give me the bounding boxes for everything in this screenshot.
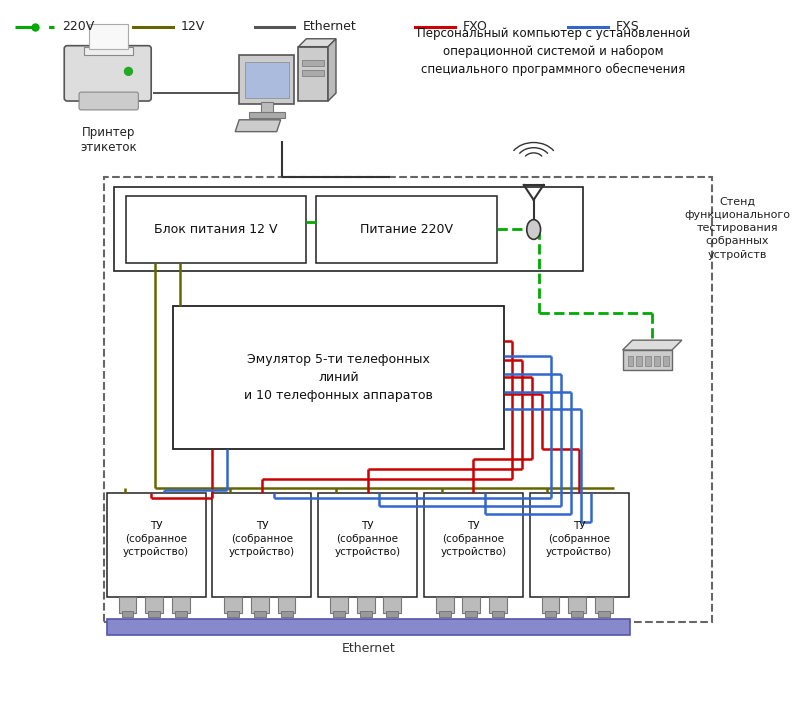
Polygon shape (298, 39, 336, 47)
Text: 12V: 12V (181, 21, 205, 33)
Polygon shape (235, 120, 281, 132)
Bar (104, 177, 711, 622)
Bar (360, 611, 371, 617)
Bar (357, 597, 374, 613)
Bar (251, 597, 269, 613)
Text: ТУ
(собранное
устройство): ТУ (собранное устройство) (123, 521, 190, 557)
Circle shape (125, 67, 133, 75)
Bar (245, 62, 289, 98)
Ellipse shape (526, 219, 541, 239)
Bar (383, 597, 402, 613)
Text: ТУ
(собранное
устройство): ТУ (собранное устройство) (334, 521, 401, 557)
Bar (146, 597, 163, 613)
Bar (114, 187, 583, 271)
Bar (213, 493, 311, 597)
Bar (654, 356, 660, 366)
Text: ТУ
(собранное
устройство): ТУ (собранное устройство) (440, 521, 506, 557)
Bar (227, 611, 239, 617)
Text: FXO: FXO (462, 21, 487, 33)
Bar (530, 493, 629, 597)
Bar (122, 611, 134, 617)
Bar (333, 611, 345, 617)
Bar (424, 493, 522, 597)
Bar (316, 196, 497, 263)
Bar (318, 493, 417, 597)
Bar (302, 70, 324, 76)
Polygon shape (328, 39, 336, 101)
Bar (106, 619, 630, 634)
Bar (249, 112, 285, 118)
Bar (148, 611, 160, 617)
Bar (436, 597, 454, 613)
Bar (302, 60, 324, 67)
Bar (106, 493, 206, 597)
Bar (571, 611, 583, 617)
Text: ТУ
(собранное
устройство): ТУ (собранное устройство) (546, 521, 612, 557)
Polygon shape (298, 47, 328, 101)
Bar (438, 611, 450, 617)
Polygon shape (622, 340, 682, 350)
Text: ТУ
(собранное
устройство): ТУ (собранное устройство) (229, 521, 295, 557)
Text: Принтер
этикеток: Принтер этикеток (80, 126, 137, 154)
Bar (126, 196, 306, 263)
Bar (89, 24, 129, 49)
Bar (663, 356, 669, 366)
Bar (492, 611, 504, 617)
Bar (595, 597, 613, 613)
FancyBboxPatch shape (79, 92, 138, 110)
Bar (489, 597, 507, 613)
Text: Питание 220V: Питание 220V (360, 223, 453, 236)
Text: Персональный компьютер с установленной
операционной системой и набором
специальн: Персональный компьютер с установленной о… (417, 27, 690, 76)
Text: 220V: 220V (62, 21, 94, 33)
Bar (118, 597, 136, 613)
FancyBboxPatch shape (64, 46, 151, 101)
Text: Эмулятор 5-ти телефонных
линий
и 10 телефонных аппаратов: Эмулятор 5-ти телефонных линий и 10 теле… (244, 353, 433, 401)
Bar (261, 102, 273, 114)
Bar (84, 47, 134, 55)
Text: Ethernet: Ethernet (302, 21, 356, 33)
Bar (330, 597, 348, 613)
Bar (281, 611, 293, 617)
Polygon shape (622, 350, 672, 370)
Bar (462, 597, 480, 613)
Bar (637, 356, 642, 366)
Bar (386, 611, 398, 617)
Text: Блок питания 12 V: Блок питания 12 V (154, 223, 278, 236)
Bar (173, 306, 504, 449)
Bar (254, 611, 266, 617)
Bar (224, 597, 242, 613)
Text: Ethernet: Ethernet (342, 642, 395, 655)
Bar (598, 611, 610, 617)
Text: FXS: FXS (616, 21, 639, 33)
Bar (466, 611, 478, 617)
Bar (545, 611, 556, 617)
Bar (278, 597, 295, 613)
Text: Стенд
функционального
тестирования
собранных
устройств: Стенд функционального тестирования собра… (684, 197, 790, 260)
Polygon shape (239, 55, 294, 104)
Bar (175, 611, 186, 617)
Bar (542, 597, 559, 613)
Bar (627, 356, 634, 366)
Bar (172, 597, 190, 613)
Bar (646, 356, 651, 366)
Bar (568, 597, 586, 613)
